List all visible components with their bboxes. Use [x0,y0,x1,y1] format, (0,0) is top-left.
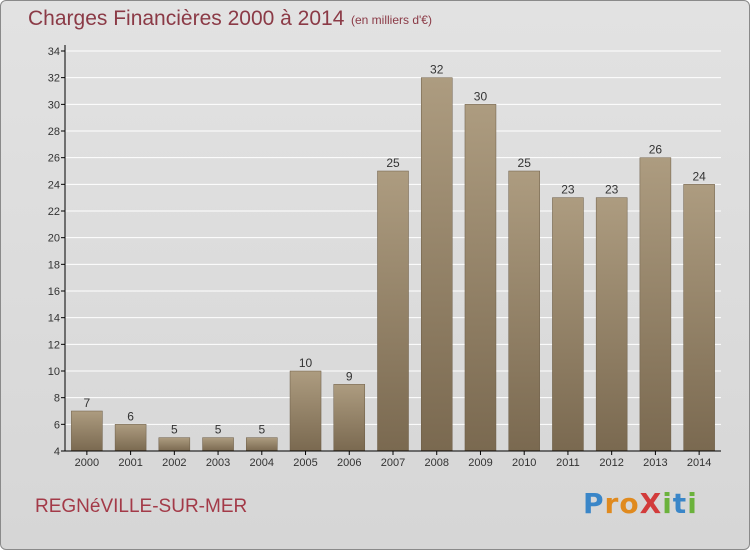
x-tick-label: 2006 [337,457,361,469]
data-label: 23 [561,183,575,197]
x-tick-label: 2012 [599,457,623,469]
bar-2004 [246,437,278,452]
data-label: 9 [346,369,353,383]
logo-letter: t [672,487,688,520]
bar-2003 [202,437,234,452]
bar-2011 [552,197,584,452]
commune-name: REGNéVILLE-SUR-MER [35,496,248,517]
x-tick-label: 2003 [206,457,230,469]
logo-letter: i [662,487,673,520]
bar-2012 [595,197,628,452]
y-tick-label: 12 [48,339,60,351]
bar-2001 [114,424,147,452]
y-tick-label: 4 [54,446,60,458]
chart-title: Charges Financières 2000 à 2014 [28,7,345,30]
logo-letter: X [639,487,663,520]
data-label: 5 [215,423,222,437]
bar-2000 [71,410,103,452]
x-tick-label: 2010 [512,457,536,469]
data-label: 7 [84,396,91,410]
y-tick-label: 18 [48,259,60,271]
y-tick-label: 32 [48,73,60,85]
data-label: 5 [258,423,265,437]
bar-2014 [683,184,715,452]
bar-2006 [333,384,366,452]
x-tick-label: 2008 [424,457,448,469]
y-tick-label: 8 [54,393,60,405]
chart-unit: (en milliers d'€) [351,13,432,27]
data-label: 6 [127,409,134,423]
y-tick-label: 34 [48,46,60,58]
data-label: 5 [171,423,178,437]
bar-2008 [420,77,453,452]
data-label: 23 [605,183,619,197]
x-tick-label: 2005 [293,457,317,469]
axes [61,45,721,455]
labels: 4 6 8 10 12 14 16 18 20 22 24 26 28 30 32 34 7 2000 6 2001 5… [48,46,712,469]
bar-2002 [158,437,191,452]
proxiti-logo: ProXiti [583,487,698,520]
y-tick-label: 20 [48,233,60,245]
y-tick-label: 28 [48,126,60,138]
bar-2010 [508,170,540,452]
data-label: 25 [386,156,400,170]
data-label: 32 [430,63,444,77]
logo-letter: i [687,487,698,520]
bar-2013 [639,157,672,452]
y-tick-label: 24 [48,179,60,191]
logo-letter: P [583,487,605,520]
data-label: 24 [692,169,706,183]
x-tick-label: 2001 [118,457,142,469]
x-tick-label: 2011 [556,457,580,469]
bar-2007 [377,170,409,452]
y-tick-label: 30 [48,99,60,111]
data-label: 25 [518,156,532,170]
y-tick-label: 26 [48,153,60,165]
y-tick-label: 6 [54,419,60,431]
data-label: 10 [299,356,313,370]
x-tick-label: 2009 [468,457,492,469]
y-tick-label: 22 [48,206,60,218]
x-tick-label: 2000 [75,457,99,469]
logo-letter: r [604,487,620,520]
bar-2005 [289,370,322,452]
bars [71,77,715,452]
data-label: 26 [649,143,663,157]
x-tick-label: 2002 [162,457,186,469]
x-tick-label: 2004 [250,457,274,469]
logo-letter: o [619,487,640,520]
y-tick-label: 10 [48,366,60,378]
x-tick-label: 2014 [687,457,711,469]
x-tick-label: 2007 [381,457,405,469]
bar-2009 [464,104,497,452]
x-tick-label: 2013 [643,457,667,469]
y-tick-label: 16 [48,286,60,298]
data-label: 30 [474,89,488,103]
y-tick-label: 14 [48,313,60,325]
